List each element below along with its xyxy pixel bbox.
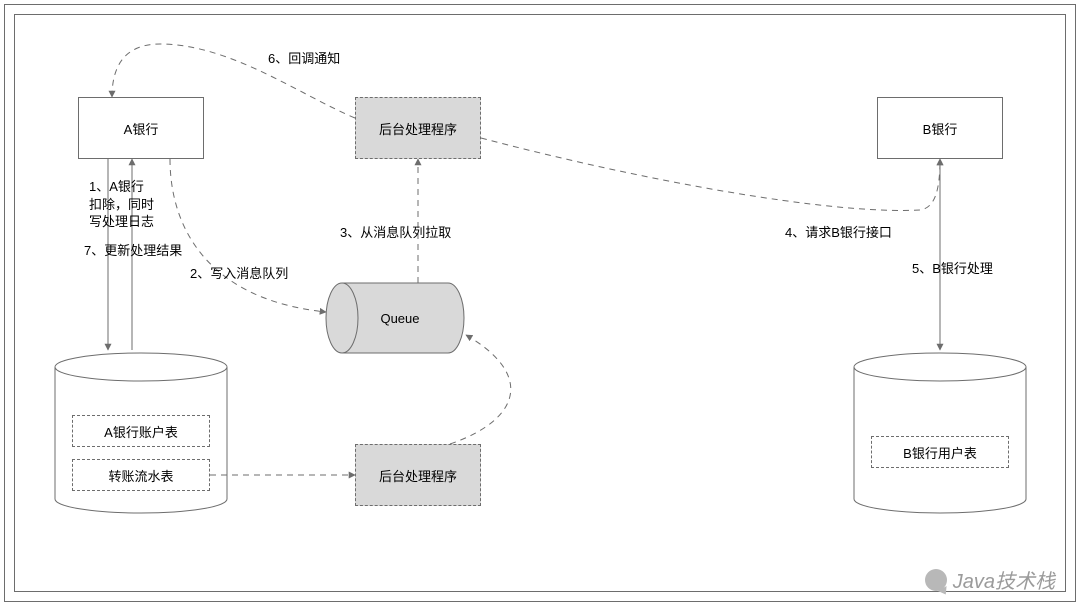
node-tbl-a-log: 转账流水表 — [72, 459, 210, 491]
node-queue-label: Queue — [350, 303, 450, 333]
label-1: 1、A银行 扣除，同时 写处理日志 — [89, 178, 154, 231]
tbl-b-user-label: B银行用户表 — [903, 443, 977, 462]
label-3: 3、从消息队列拉取 — [340, 222, 451, 241]
node-proc-top-label: 后台处理程序 — [379, 119, 457, 138]
watermark: Java技术栈 — [925, 565, 1055, 594]
label-7: 7、更新处理结果 — [84, 240, 182, 259]
label-2: 2、写入消息队列 — [190, 263, 288, 282]
node-bank-b: B银行 — [877, 97, 1003, 159]
wechat-icon — [925, 569, 947, 591]
node-bank-a: A银行 — [78, 97, 204, 159]
queue-text: Queue — [380, 311, 419, 326]
label-4: 4、请求B银行接口 — [785, 222, 892, 241]
node-proc-top: 后台处理程序 — [355, 97, 481, 159]
watermark-text: Java技术栈 — [953, 565, 1055, 594]
node-proc-bot-label: 后台处理程序 — [379, 466, 457, 485]
node-proc-bot: 后台处理程序 — [355, 444, 481, 506]
tbl-a-acct-label: A银行账户表 — [104, 422, 178, 441]
node-bank-b-label: B银行 — [923, 119, 958, 138]
label-5: 5、B银行处理 — [912, 258, 993, 277]
label-6: 6、回调通知 — [268, 48, 340, 67]
node-tbl-a-acct: A银行账户表 — [72, 415, 210, 447]
node-tbl-b-user: B银行用户表 — [871, 436, 1009, 468]
tbl-a-log-label: 转账流水表 — [108, 466, 173, 485]
node-bank-a-label: A银行 — [124, 119, 159, 138]
